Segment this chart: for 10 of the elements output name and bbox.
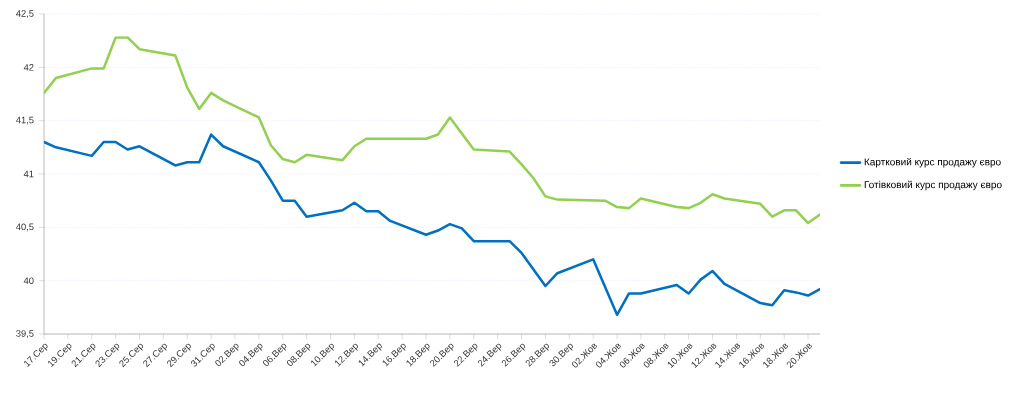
legend-label: Картковий курс продажу євро: [864, 157, 1001, 168]
y-tick-label: 41: [23, 170, 34, 178]
line-series: [44, 133, 821, 317]
y-tick-label: 40,5: [16, 223, 34, 232]
y-tick-label: 40: [23, 277, 34, 284]
y-tick-label: 39,5: [16, 330, 34, 338]
y-tick-label: 41,5: [16, 116, 34, 125]
y-tick-label: 42: [23, 64, 34, 71]
legend-label: Готівковий курс продажу євро: [864, 180, 1002, 191]
y-tick-label: 42,5: [16, 10, 34, 18]
